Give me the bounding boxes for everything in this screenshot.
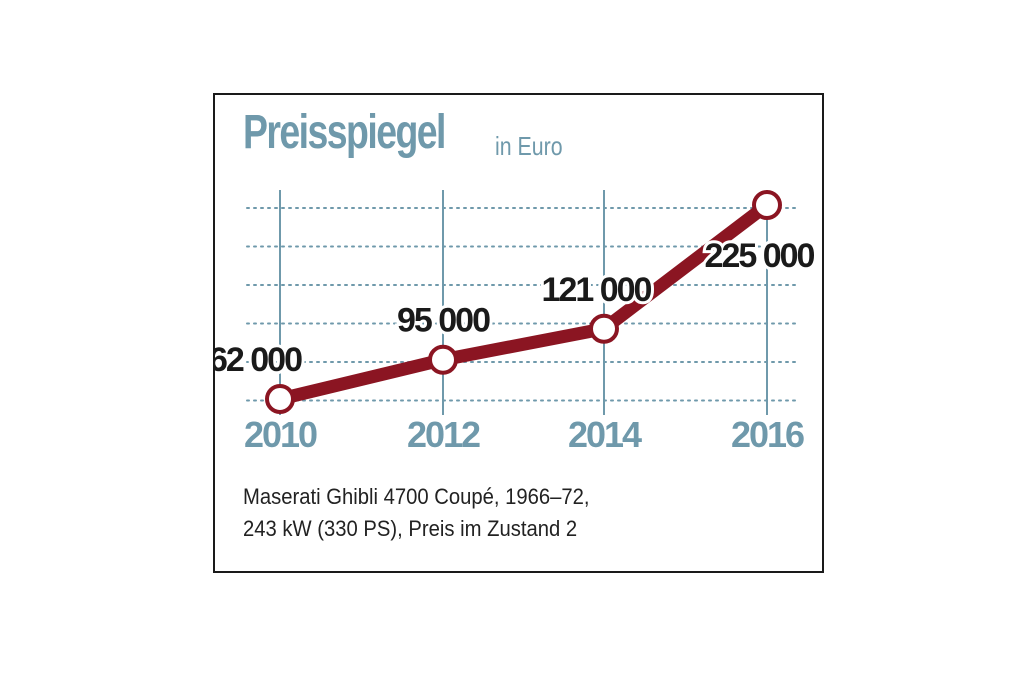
- caption-line-1: Maserati Ghibli 4700 Coupé, 1966–72,: [243, 484, 590, 509]
- series-line: [278, 199, 771, 406]
- chart-title: Preisspiegel: [243, 106, 446, 159]
- data-point: [428, 344, 458, 375]
- data-point: [589, 313, 619, 344]
- data-point: [752, 190, 782, 220]
- data-label: 225 000: [705, 237, 815, 275]
- data-label: 95 000: [397, 302, 490, 340]
- caption-line-2: 243 kW (330 PS), Preis im Zustand 2: [243, 516, 578, 541]
- chart-title-row: Preisspiegel: [243, 105, 502, 160]
- x-tick-label: 2014: [568, 414, 642, 455]
- x-tick-label: 2016: [731, 414, 804, 455]
- x-tick-label: 2010: [244, 414, 317, 455]
- data-label: 121 000: [542, 271, 652, 309]
- chart-subtitle: in Euro: [495, 131, 563, 161]
- price-line-chart: 62 000 95 000 121 000 225 000 2010 2012 2014 20…: [215, 190, 820, 455]
- data-label: 62 000: [215, 341, 302, 379]
- chart-frame: Preisspiegel in Euro 62 000 95 000 121 000…: [213, 93, 824, 573]
- data-point: [265, 384, 295, 414]
- chart-caption: Maserati Ghibli 4700 Coupé, 1966–72, 243…: [243, 481, 590, 545]
- x-tick-label: 2012: [407, 414, 480, 455]
